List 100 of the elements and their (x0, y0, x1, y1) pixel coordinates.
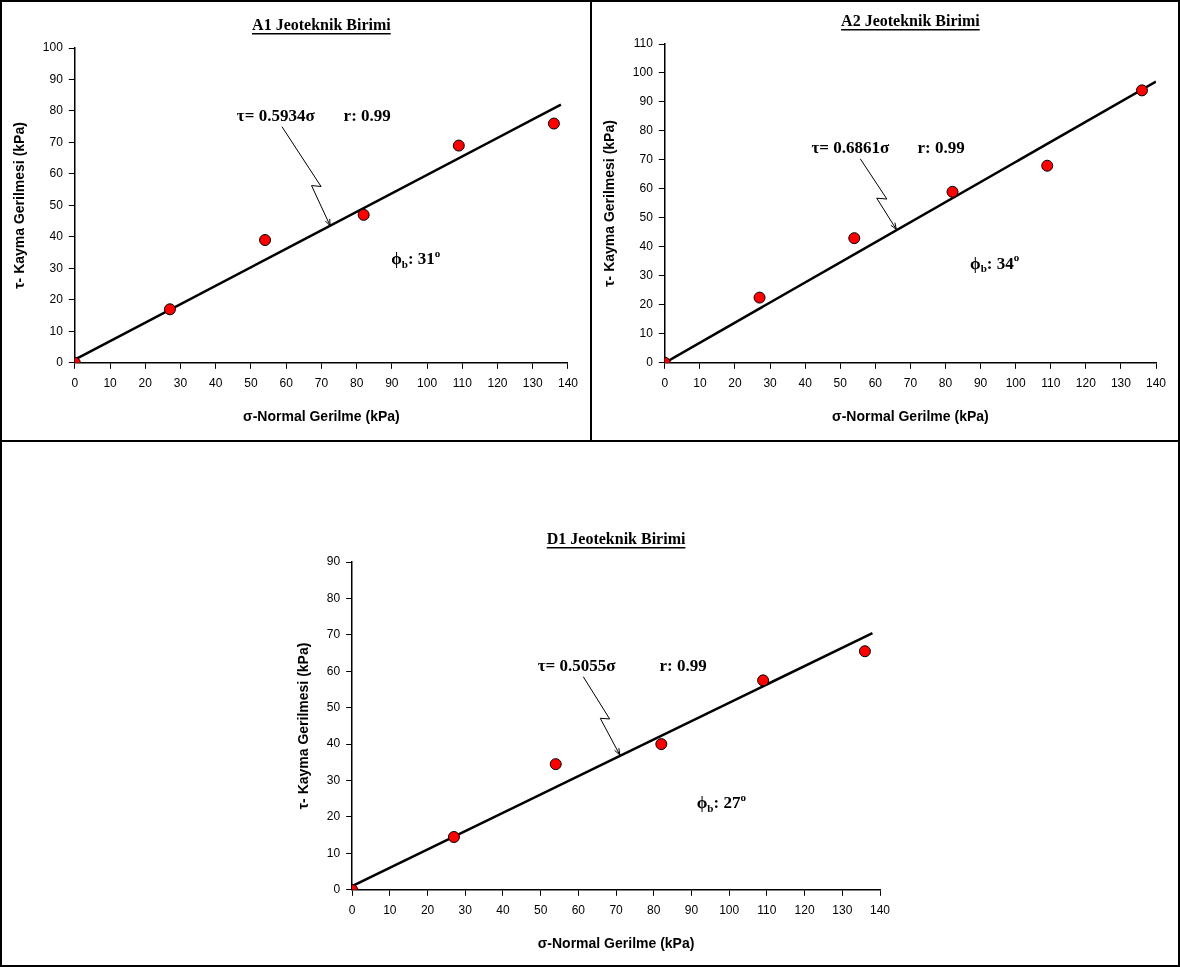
x-tick-label: 100 (417, 376, 438, 391)
y-tick-label: 90 (49, 71, 64, 86)
y-tick-label: 20 (326, 809, 341, 824)
x-tick-label: 130 (522, 376, 544, 391)
x-tick-label: 30 (458, 903, 473, 918)
x-tick-label: 30 (173, 376, 188, 391)
y-tick-label: 80 (639, 123, 654, 138)
x-tick-label: 20 (138, 376, 153, 391)
y-tick-label: 0 (56, 355, 64, 370)
annotation: r: 0.99 (659, 656, 707, 676)
x-tick-label: 140 (557, 376, 579, 391)
x-tick-label: 110 (757, 903, 777, 918)
point (447, 830, 460, 843)
y-tick-label: 110 (633, 36, 654, 51)
x-tick-label: 0 (71, 376, 79, 391)
x-tick-label: 50 (833, 376, 848, 391)
x-tick-label: 60 (868, 376, 883, 391)
chart-title: A1 Jeoteknik Birimi (252, 16, 392, 33)
point (858, 645, 871, 658)
y-tick-label: 10 (326, 845, 341, 860)
x-tick-label: 60 (571, 903, 586, 918)
annotation: r: 0.99 (343, 106, 391, 126)
y-tick-label: 70 (639, 152, 654, 167)
x-tick-label: 40 (496, 903, 510, 918)
y-axis-title: τ- Kayma Gerilmesi (kPa) (601, 120, 618, 287)
chart-title: A2 Jeoteknik Birimi (841, 12, 981, 29)
point (357, 208, 370, 221)
x-tick-label: 70 (609, 903, 624, 918)
y-tick-label: 40 (49, 229, 64, 244)
x-tick-label: 70 (903, 376, 918, 391)
y-tick-label: 70 (49, 134, 64, 149)
y-tick-label: 70 (326, 627, 341, 642)
point (163, 303, 176, 316)
point (547, 117, 560, 130)
x-tick-label: 120 (487, 376, 508, 391)
x-tick-label: 60 (279, 376, 294, 391)
point (848, 232, 861, 245)
y-tick-label: 50 (639, 210, 654, 225)
x-tick-label: 20 (420, 903, 435, 918)
y-tick-label: 100 (42, 40, 64, 55)
y-tick-label: 60 (639, 181, 654, 196)
point (259, 234, 272, 247)
y-tick-label: 90 (326, 554, 341, 569)
x-tick-label: 90 (385, 376, 399, 391)
y-axis-title: τ- Kayma Gerilmesi (kPa) (295, 642, 312, 810)
x-tick-label: 10 (103, 376, 118, 391)
x-tick-label: 120 (794, 903, 815, 918)
x-tick-label: 100 (1005, 376, 1026, 391)
x-tick-label: 80 (938, 376, 953, 391)
x-axis-title: σ-Normal Gerilme (kPa) (537, 935, 695, 952)
y-tick-label: 80 (326, 590, 341, 605)
x-tick-label: 20 (728, 376, 742, 391)
annotation: τ= 0.6861σ (811, 138, 890, 158)
x-tick-label: 130 (832, 903, 853, 918)
point (655, 738, 668, 751)
y-tick-label: 20 (639, 297, 654, 312)
x-tick-label: 50 (533, 903, 548, 918)
point (1135, 84, 1148, 97)
x-tick-label: 140 (1145, 376, 1167, 391)
x-tick-label: 110 (452, 376, 473, 391)
y-tick-label: 80 (49, 103, 64, 118)
y-tick-label: 0 (646, 355, 654, 370)
x-tick-label: 110 (1041, 376, 1061, 391)
y-tick-label: 30 (326, 772, 341, 787)
y-tick-label: 50 (326, 700, 341, 714)
x-tick-label: 80 (349, 376, 364, 391)
y-tick-label: 100 (632, 65, 654, 80)
point (452, 139, 465, 152)
x-axis-title: σ-Normal Gerilme (kPa) (832, 408, 989, 425)
y-tick-label: 10 (49, 323, 64, 338)
y-tick-label: 60 (326, 663, 341, 678)
point (549, 758, 562, 771)
x-axis-title: σ-Normal Gerilme (kPa) (243, 408, 400, 425)
x-tick-label: 130 (1110, 376, 1132, 391)
chart-title: D1 Jeoteknik Birimi (546, 530, 686, 547)
y-tick-label: 60 (49, 166, 64, 181)
x-tick-label: 100 (719, 903, 740, 918)
y-tick-label: 10 (639, 326, 654, 341)
x-tick-label: 70 (314, 376, 329, 391)
y-tick-label: 40 (326, 736, 341, 751)
x-tick-label: 90 (973, 376, 988, 391)
x-tick-label: 0 (348, 903, 356, 918)
point (753, 291, 766, 304)
y-tick-label: 30 (639, 268, 654, 283)
x-tick-label: 120 (1075, 376, 1097, 391)
y-tick-label: 20 (49, 292, 64, 307)
point (757, 674, 770, 687)
y-tick-label: 50 (49, 197, 64, 212)
x-tick-label: 30 (763, 376, 778, 391)
x-tick-label: 90 (684, 903, 699, 918)
x-tick-label: 140 (869, 903, 891, 918)
x-tick-label: 50 (244, 376, 258, 391)
x-tick-label: 40 (209, 376, 223, 391)
y-tick-label: 90 (639, 94, 654, 109)
y-axis-title: τ- Kayma Gerilmesi (kPa) (11, 122, 28, 289)
point (1041, 159, 1054, 172)
x-tick-label: 10 (383, 903, 397, 918)
x-tick-label: 0 (661, 376, 669, 391)
annotation: r: 0.99 (917, 138, 965, 158)
annotation: τ= 0.5934σ (236, 106, 316, 126)
